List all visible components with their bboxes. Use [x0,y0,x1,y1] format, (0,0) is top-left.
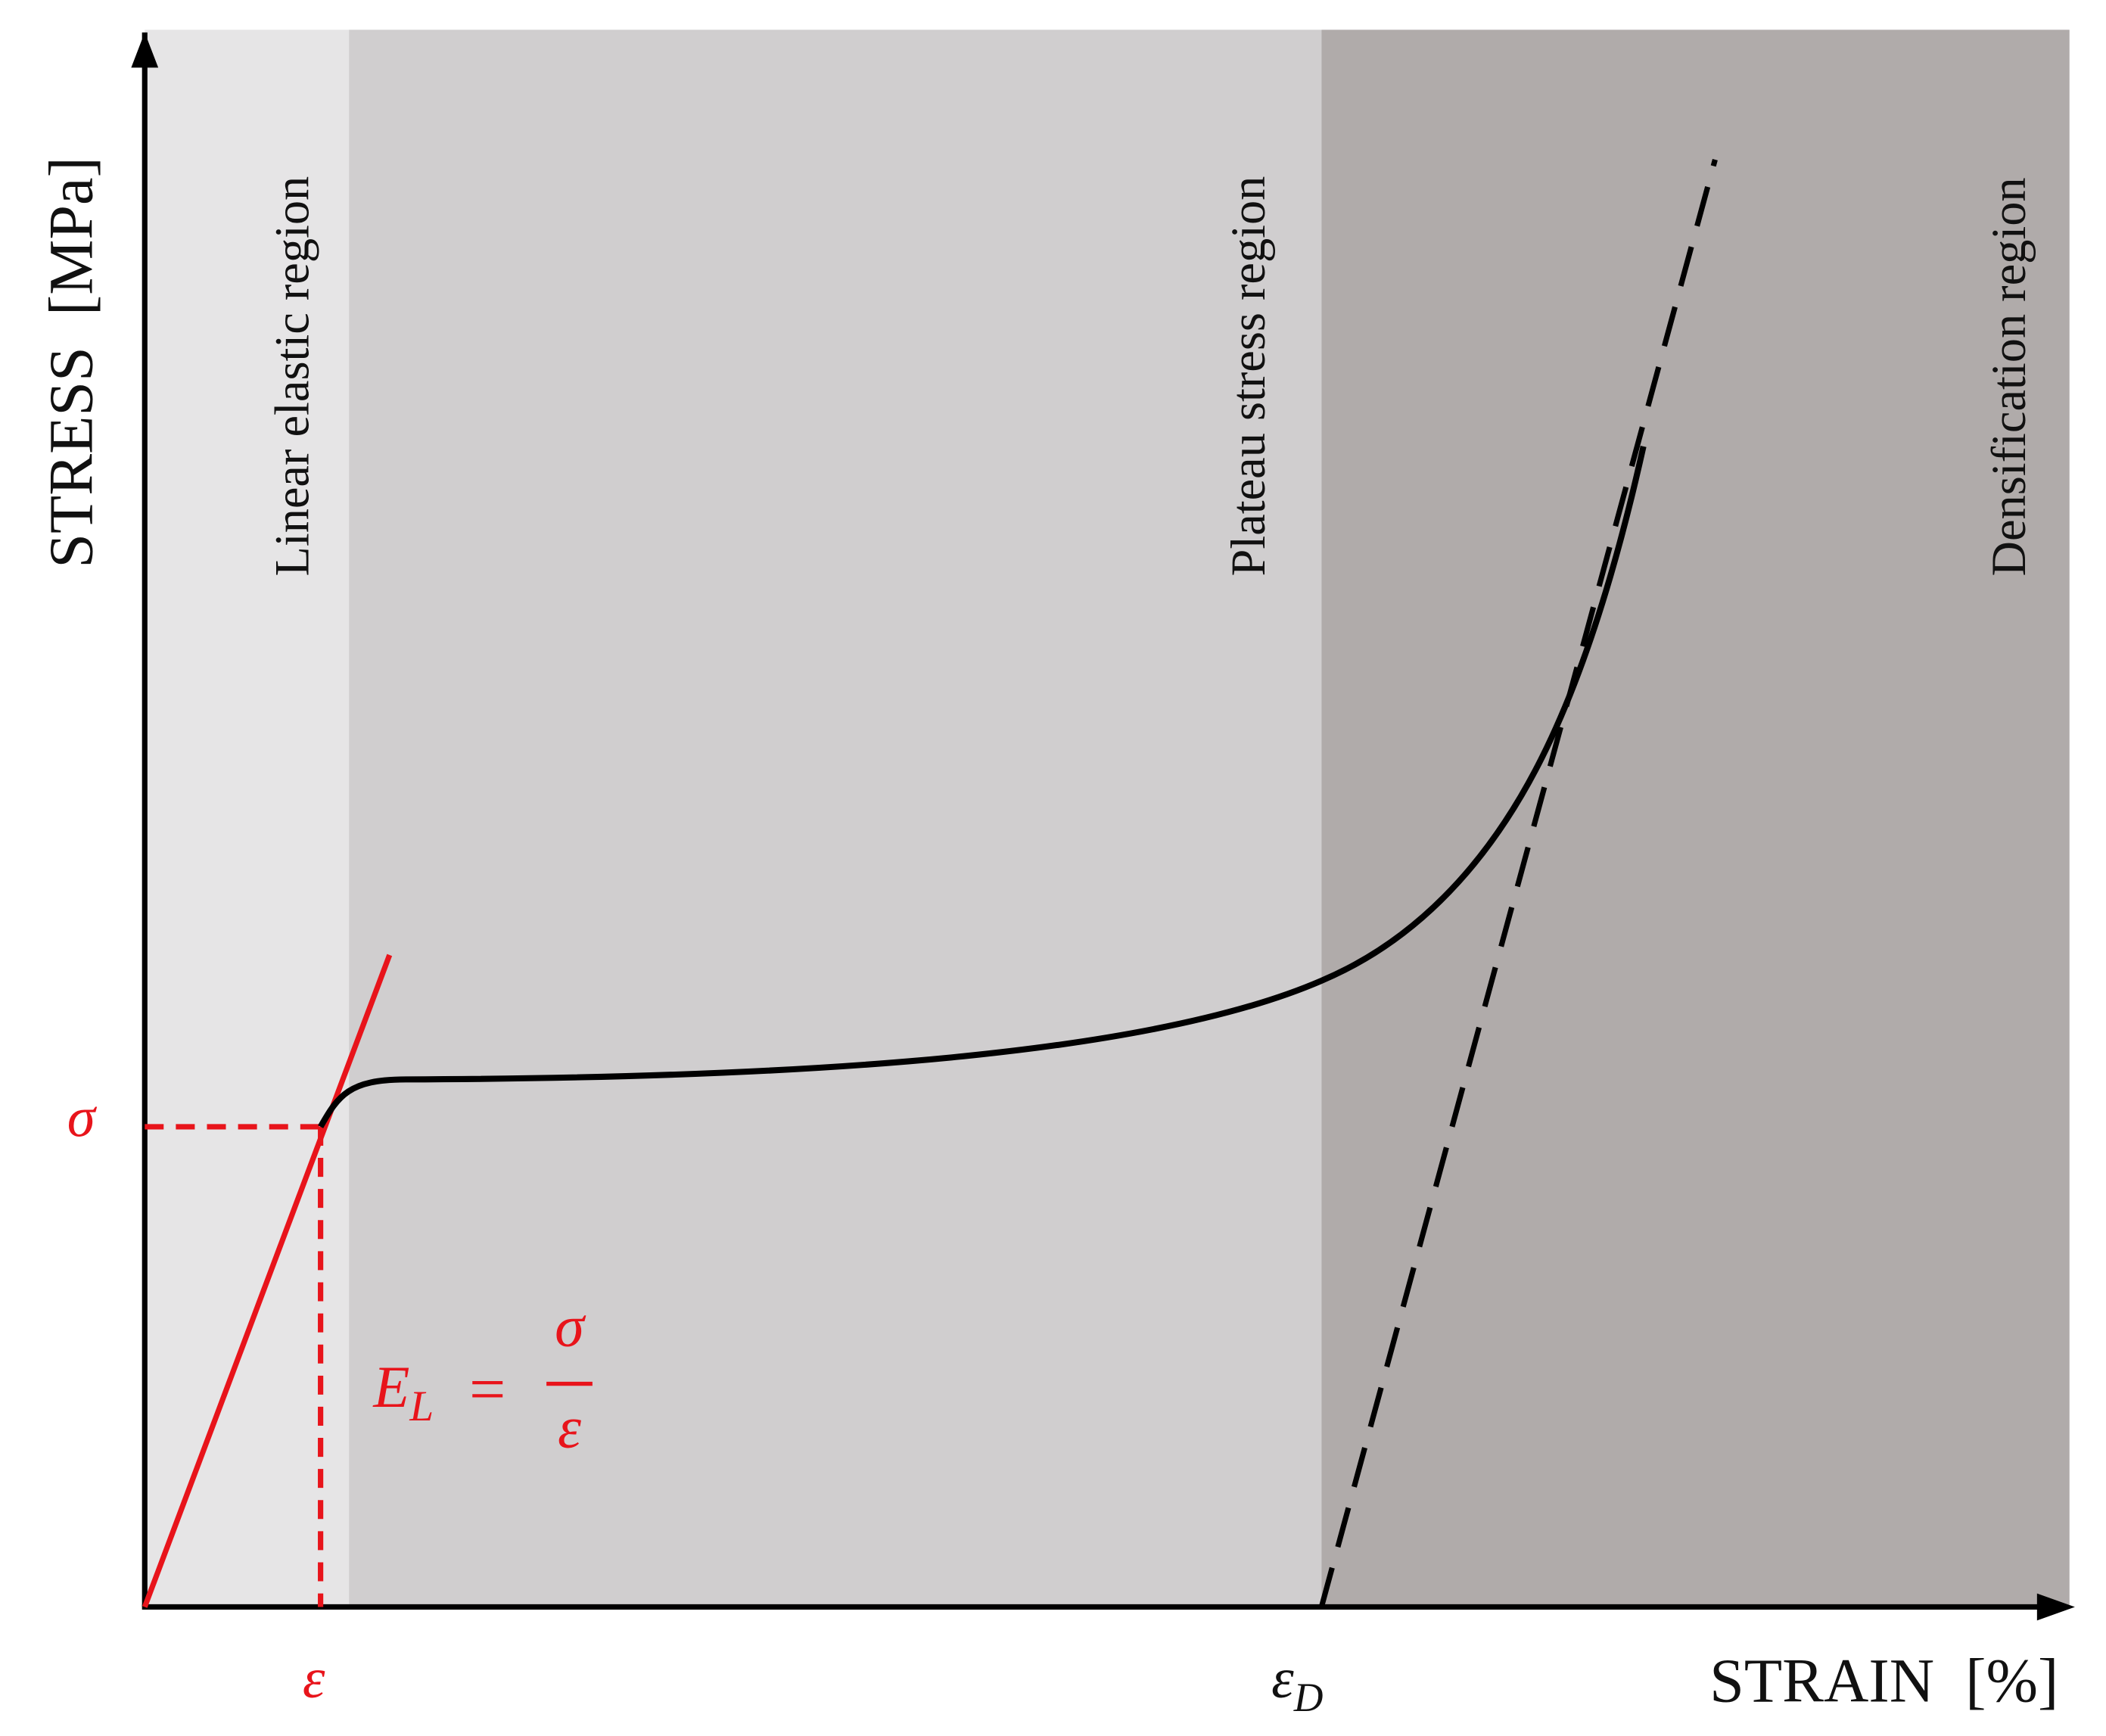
formula-numerator: σ [555,1294,586,1360]
x-axis-label: STRAIN [%] [1709,1647,2058,1716]
region-label: Plateau stress region [1221,176,1275,577]
formula-lhs: EL [372,1355,434,1430]
densification-tangent [1318,158,1718,1608]
densification-region [1321,30,2070,1607]
formula-denominator: ε [558,1395,581,1461]
elastic-line [142,954,393,1608]
formula-equals: = [465,1353,509,1425]
epsilon-d-base: ε [1271,1647,1294,1710]
plateau-region [349,30,1322,1607]
linear-region [145,30,350,1607]
region-label: Linear elastic region [266,176,319,577]
formula-sub: L [409,1383,434,1430]
sigma-label: σ [67,1086,98,1149]
epsilon-d-label: εD [1271,1647,1323,1720]
epsilon-d-sub: D [1293,1675,1324,1720]
x-arrow [2036,1593,2075,1621]
y-axis-label: STRESS [MPa] [37,157,106,568]
epsilon-label: ε [303,1647,325,1710]
formula-e: E [372,1355,409,1420]
region-label: Densification region [1982,177,2036,576]
y-arrow [131,32,159,68]
